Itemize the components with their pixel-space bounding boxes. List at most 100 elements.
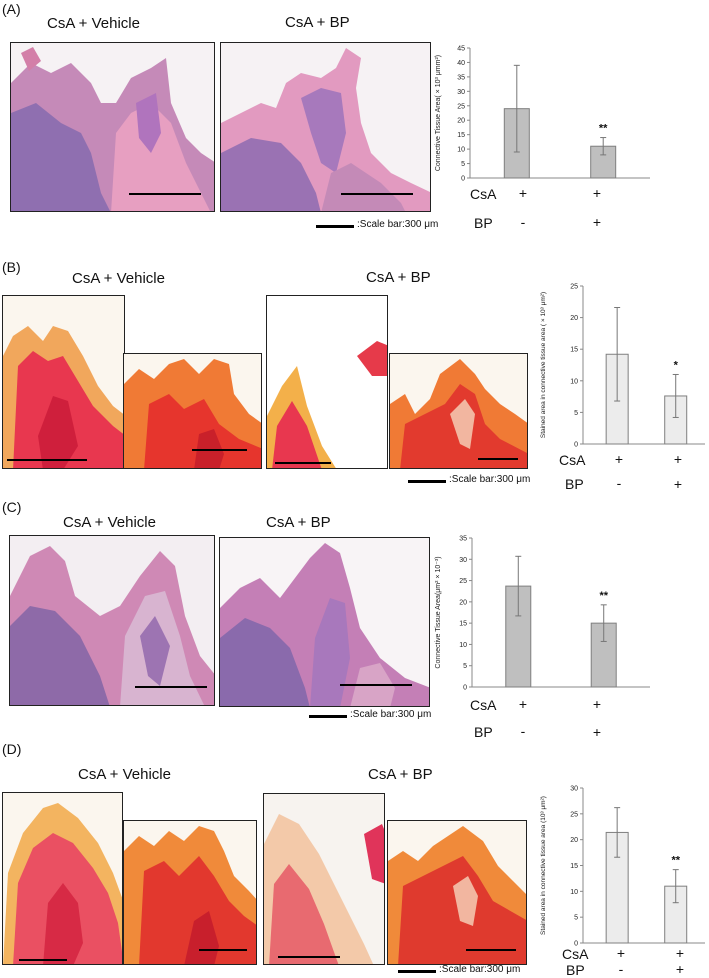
bar-chart: 0 5 10 15 20 25 30 Stained area in connective t… bbox=[535, 780, 709, 955]
sign-bp-vehicle: - bbox=[618, 961, 624, 977]
scale-bar-label: :Scale bar:300 μm bbox=[357, 219, 439, 230]
y-tick-label: 0 bbox=[574, 941, 578, 948]
micrograph-right-zoom bbox=[263, 793, 385, 965]
micrograph-left-zoom bbox=[2, 295, 125, 469]
sirius-tissue-image bbox=[124, 359, 261, 468]
image-title-left: CsA + Vehicle bbox=[72, 270, 165, 287]
y-tick-label: 5 bbox=[574, 915, 578, 922]
he-tissue-image bbox=[220, 543, 429, 706]
row-label-csa: CsA bbox=[562, 946, 589, 962]
y-tick-label: 20 bbox=[570, 315, 578, 322]
scale-bar bbox=[199, 949, 247, 951]
he-tissue-image bbox=[10, 546, 214, 705]
y-tick-label: 10 bbox=[457, 147, 465, 154]
y-tick-label: 20 bbox=[570, 837, 578, 844]
sirius-tissue-image bbox=[390, 359, 527, 468]
scale-bar bbox=[275, 462, 331, 464]
y-tick-label: 30 bbox=[459, 557, 467, 564]
y-tick-label: 5 bbox=[461, 161, 465, 168]
row-label-csa: CsA bbox=[470, 697, 497, 713]
scale-bar bbox=[19, 959, 67, 961]
y-tick-label: 25 bbox=[570, 284, 578, 291]
image-title-right: CsA + BP bbox=[266, 514, 331, 531]
y-axis-label: Stained area in connective tissue area (… bbox=[540, 292, 547, 438]
image-title-left: CsA + Vehicle bbox=[63, 514, 156, 531]
sign-bp-bp: + bbox=[592, 724, 602, 740]
y-tick-label: 10 bbox=[459, 642, 467, 649]
micrograph-left bbox=[9, 535, 215, 706]
sign-csa-vehicle: + bbox=[518, 696, 528, 712]
scale-bar bbox=[278, 956, 340, 958]
micrograph-left-zoom bbox=[2, 792, 123, 965]
y-tick-label: 45 bbox=[457, 46, 465, 53]
sign-csa-vehicle: + bbox=[616, 945, 626, 961]
scale-bar bbox=[192, 449, 247, 451]
sign-bp-vehicle: - bbox=[520, 723, 526, 739]
bar-chart: 0 5 10 15 20 25 Stained area in connective tis… bbox=[535, 278, 709, 455]
sign-bp-bp: + bbox=[673, 476, 683, 492]
y-tick-label: 15 bbox=[570, 863, 578, 870]
y-tick-label: 20 bbox=[457, 118, 465, 125]
bar bbox=[505, 585, 532, 688]
sign-bp-bp: + bbox=[592, 214, 602, 230]
he-tissue-image bbox=[11, 47, 214, 211]
sign-bp-vehicle: - bbox=[616, 475, 622, 491]
y-tick-label: 20 bbox=[459, 599, 467, 606]
sign-bp-vehicle: - bbox=[520, 214, 526, 230]
y-tick-label: 40 bbox=[457, 60, 465, 67]
sirius-tissue-image bbox=[3, 803, 122, 964]
sign-csa-bp: + bbox=[592, 185, 602, 201]
micrograph-right-zoom bbox=[266, 295, 388, 469]
sign-csa-bp: + bbox=[592, 696, 602, 712]
row-label-bp: BP bbox=[474, 724, 493, 740]
micrograph-right bbox=[389, 353, 528, 469]
image-title-right: CsA + BP bbox=[285, 14, 350, 31]
scale-bar-label: :Scale bar:300 μm bbox=[439, 964, 521, 975]
y-tick-label: 5 bbox=[463, 663, 467, 670]
y-tick-label: 5 bbox=[574, 410, 578, 417]
sirius-tissue-image bbox=[267, 341, 387, 468]
panel-letter: (B) bbox=[2, 259, 21, 275]
micrograph-left bbox=[123, 353, 262, 469]
row-label-csa: CsA bbox=[470, 186, 497, 202]
sirius-tissue-image bbox=[264, 814, 384, 964]
scale-bar-legend bbox=[316, 225, 354, 228]
micrograph-right bbox=[220, 42, 431, 212]
micrograph-left bbox=[10, 42, 215, 212]
sirius-tissue-image bbox=[3, 326, 124, 468]
sirius-tissue-image bbox=[124, 826, 256, 964]
scale-bar bbox=[341, 193, 413, 195]
sign-csa-bp: + bbox=[673, 451, 683, 467]
row-label-csa: CsA bbox=[559, 452, 586, 468]
micrograph-left bbox=[123, 820, 257, 965]
image-title-left: CsA + Vehicle bbox=[47, 15, 140, 32]
sign-csa-bp: + bbox=[675, 945, 685, 961]
row-label-bp: BP bbox=[474, 215, 493, 231]
y-axis-label: Connective Tissue Area( × 10³ μmm²) bbox=[435, 55, 442, 171]
scale-bar bbox=[135, 686, 207, 688]
y-tick-label: 0 bbox=[461, 176, 465, 183]
bar-chart: 0 5 10 15 20 25 30 35 Connective Tissue Area(μm²… bbox=[430, 530, 660, 700]
scale-bar bbox=[129, 193, 201, 195]
y-tick-label: 30 bbox=[570, 786, 578, 793]
y-tick-label: 30 bbox=[457, 89, 465, 96]
scale-bar bbox=[466, 949, 516, 951]
y-tick-label: 10 bbox=[570, 378, 578, 385]
significance-marker: ** bbox=[671, 855, 680, 867]
y-axis-label: Stained area in connective tissue area (… bbox=[540, 796, 547, 935]
scale-bar-legend bbox=[398, 970, 436, 973]
y-tick-label: 25 bbox=[570, 811, 578, 818]
sign-csa-vehicle: + bbox=[614, 451, 624, 467]
panel-letter: (C) bbox=[2, 499, 22, 515]
scale-bar bbox=[340, 684, 412, 686]
significance-marker: ** bbox=[599, 590, 608, 602]
y-tick-label: 35 bbox=[457, 74, 465, 81]
scale-bar bbox=[7, 459, 87, 461]
significance-marker: ** bbox=[599, 123, 608, 135]
panel-letter: (D) bbox=[2, 741, 22, 757]
y-tick-label: 0 bbox=[463, 685, 467, 692]
image-title-left: CsA + Vehicle bbox=[78, 766, 171, 783]
scale-bar-legend bbox=[309, 715, 347, 718]
y-tick-label: 0 bbox=[574, 442, 578, 449]
y-tick-label: 25 bbox=[459, 578, 467, 585]
